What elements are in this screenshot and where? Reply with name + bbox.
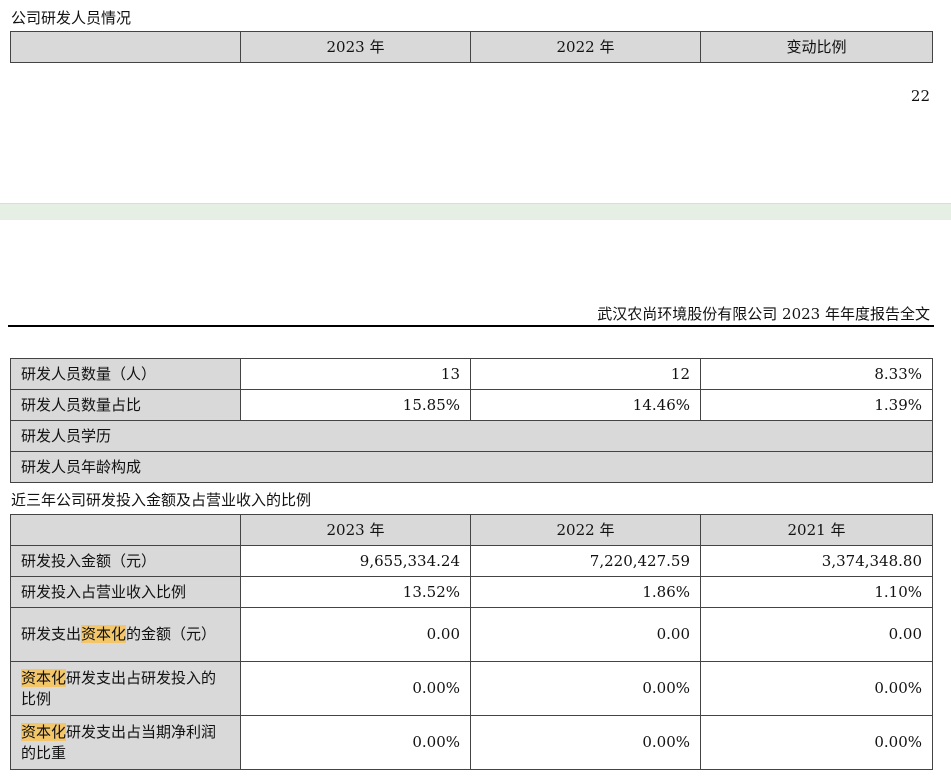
- page-break: [0, 203, 951, 220]
- cell-2021: 1.10%: [700, 576, 933, 608]
- table-header-row: 2023 年 2022 年 变动比例: [10, 31, 933, 63]
- cell-change: 1.39%: [700, 389, 933, 421]
- header-cell-empty: [10, 31, 241, 63]
- cell-2023: 13.52%: [240, 576, 471, 608]
- cell-2023: 0.00%: [240, 661, 471, 716]
- row-label: 研发支出资本化的金额（元）: [10, 607, 241, 662]
- cell-2021: 0.00: [700, 607, 933, 662]
- header-cell-2023: 2023 年: [240, 31, 471, 63]
- cell-2021: 3,374,348.80: [700, 545, 933, 577]
- table-row: 研发人员学历: [10, 420, 933, 452]
- cell-2022: 0.00%: [470, 715, 701, 770]
- header-rule: [8, 325, 934, 327]
- table-row: 资本化研发支出占当期净利润的比重 0.00% 0.00% 0.00%: [10, 715, 933, 770]
- table-row: 研发人员数量占比 15.85% 14.46% 1.39%: [10, 389, 933, 421]
- cell-2022: 7,220,427.59: [470, 545, 701, 577]
- header-cell-2021: 2021 年: [700, 514, 933, 546]
- row-label: 研发投入金额（元）: [10, 545, 241, 577]
- cell-2022: 0.00%: [470, 661, 701, 716]
- rd-staff-table: 研发人员数量（人） 13 12 8.33% 研发人员数量占比 15.85% 14…: [10, 358, 933, 483]
- row-label: 研发人员数量（人）: [10, 358, 241, 390]
- cell-2023: 0.00: [240, 607, 471, 662]
- table-row: 资本化研发支出占研发投入的比例 0.00% 0.00% 0.00%: [10, 661, 933, 716]
- rd-staff-header-table: 2023 年 2022 年 变动比例: [10, 31, 933, 63]
- label-suffix: 研发支出占研发投入的比例: [21, 668, 217, 708]
- section-title-rd-staff: 公司研发人员情况: [11, 9, 132, 27]
- highlight-capitalization: 资本化: [21, 722, 67, 741]
- header-cell-2023: 2023 年: [240, 514, 471, 546]
- cell-2022: 0.00: [470, 607, 701, 662]
- label-prefix: 研发支出: [21, 625, 82, 643]
- cell-2022: 14.46%: [470, 389, 701, 421]
- table-row: 研发投入金额（元） 9,655,334.24 7,220,427.59 3,37…: [10, 545, 933, 577]
- cell-2021: 0.00%: [700, 715, 933, 770]
- rd-investment-table: 2023 年 2022 年 2021 年 研发投入金额（元） 9,655,334…: [10, 514, 933, 770]
- row-label: 资本化研发支出占当期净利润的比重: [10, 715, 241, 770]
- row-label: 研发投入占营业收入比例: [10, 576, 241, 608]
- header-cell-2022: 2022 年: [470, 514, 701, 546]
- page-number: 22: [910, 87, 930, 105]
- label-suffix: 研发支出占当期净利润的比重: [21, 722, 217, 762]
- cell-change: 8.33%: [700, 358, 933, 390]
- row-label-full: 研发人员学历: [10, 420, 933, 452]
- row-label: 资本化研发支出占研发投入的比例: [10, 661, 241, 716]
- cell-2021: 0.00%: [700, 661, 933, 716]
- row-label: 研发人员数量占比: [10, 389, 241, 421]
- highlight-capitalization: 资本化: [21, 668, 67, 687]
- table-header-row: 2023 年 2022 年 2021 年: [10, 514, 933, 546]
- header-cell-empty: [10, 514, 241, 546]
- cell-2022: 12: [470, 358, 701, 390]
- table-row: 研发投入占营业收入比例 13.52% 1.86% 1.10%: [10, 576, 933, 608]
- cell-2022: 1.86%: [470, 576, 701, 608]
- section-title-rd-investment: 近三年公司研发投入金额及占营业收入的比例: [11, 491, 312, 509]
- table-row: 研发支出资本化的金额（元） 0.00 0.00 0.00: [10, 607, 933, 662]
- running-header: 武汉农尚环境股份有限公司 2023 年年度报告全文: [597, 305, 930, 323]
- header-cell-change: 变动比例: [700, 31, 933, 63]
- cell-2023: 13: [240, 358, 471, 390]
- table-row: 研发人员数量（人） 13 12 8.33%: [10, 358, 933, 390]
- cell-2023: 0.00%: [240, 715, 471, 770]
- cell-2023: 9,655,334.24: [240, 545, 471, 577]
- table-row: 研发人员年龄构成: [10, 451, 933, 483]
- cell-2023: 15.85%: [240, 389, 471, 421]
- label-suffix: 的金额（元）: [126, 625, 217, 643]
- row-label-full: 研发人员年龄构成: [10, 451, 933, 483]
- header-cell-2022: 2022 年: [470, 31, 701, 63]
- highlight-capitalization: 资本化: [81, 625, 127, 643]
